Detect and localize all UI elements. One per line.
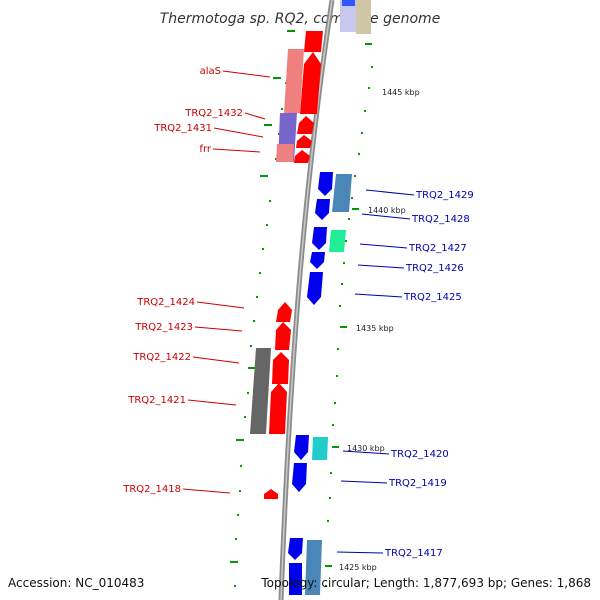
forward-cds [289, 563, 302, 595]
reverse-leader-lines [182, 70, 271, 494]
forward-cds-features [288, 172, 333, 595]
reverse-cds [275, 322, 291, 350]
reverse-cds [296, 135, 312, 148]
map-title: Thermotoga sp. RQ2, complete genome [160, 11, 441, 27]
reverse-cds [294, 150, 310, 163]
reverse-cds [276, 302, 292, 322]
reverse-gene-labels: alaS TRQ2_1432 TRQ2_1431 frr TRQ2_1424 T… [122, 66, 243, 495]
gene-label-trq2-1431: TRQ2_1431 [153, 123, 212, 134]
reverse-cds [269, 383, 287, 434]
gene-bar [276, 144, 294, 162]
gene-label-trq2-1417: TRQ2_1417 [384, 548, 443, 559]
accession-text: Accession: NC_010483 [8, 576, 144, 590]
gene-label-trq2-1426: TRQ2_1426 [405, 263, 464, 274]
tick-label-1435: 1435 kbp [356, 324, 394, 333]
topology-text: Topology: circular; Length: 1,877,693 bp… [260, 576, 591, 590]
gene-bar [284, 49, 304, 113]
reverse-cds [272, 352, 289, 384]
gene-label-trq2-1425: TRQ2_1425 [403, 292, 462, 303]
tick-marks [230, 30, 372, 567]
gene-bar [250, 348, 271, 434]
gene-bar [332, 174, 352, 212]
gene-label-trq2-1421: TRQ2_1421 [127, 395, 186, 406]
gene-label-trq2-1419: TRQ2_1419 [388, 478, 447, 489]
outer-scale-ring [325, 66, 373, 587]
reverse-cds [300, 52, 321, 114]
gene-label-trq2-1424: TRQ2_1424 [136, 297, 195, 308]
tick-label-1440: 1440 kbp [368, 206, 406, 215]
forward-leader-lines [336, 189, 415, 554]
forward-cds [315, 199, 330, 220]
forward-cds [288, 538, 303, 560]
gene-label-trq2-1418: TRQ2_1418 [122, 484, 181, 495]
forward-cds [294, 435, 309, 460]
gene-label-trq2-1429: TRQ2_1429 [415, 190, 474, 201]
forward-gene-labels: TRQ2_1429 TRQ2_1428 TRQ2_1427 TRQ2_1426 … [384, 190, 474, 559]
gene-label-trq2-1427: TRQ2_1427 [408, 243, 467, 254]
gene-label-trq2-1432: TRQ2_1432 [184, 108, 243, 119]
reverse-gene-bars [250, 49, 304, 434]
forward-cds [292, 463, 307, 492]
reverse-cds [297, 116, 314, 134]
forward-cds [310, 252, 325, 269]
gene-label-trq2-1420: TRQ2_1420 [390, 449, 449, 460]
top-edge-features [340, 0, 371, 34]
gene-label-trq2-1423: TRQ2_1423 [134, 322, 193, 333]
gene-bar [312, 437, 328, 460]
gene-bar [329, 230, 346, 252]
tick-label-1445: 1445 kbp [382, 88, 420, 97]
gene-label-alaS: alaS [200, 66, 221, 77]
reverse-cds [264, 489, 278, 499]
forward-gene-bars [305, 174, 352, 595]
gene-label-trq2-1422: TRQ2_1422 [132, 352, 191, 363]
forward-cds [312, 227, 327, 250]
forward-cds [307, 272, 323, 305]
reverse-cds [304, 31, 323, 52]
tick-label-1425: 1425 kbp [339, 563, 377, 572]
forward-cds [318, 172, 333, 196]
gene-label-trq2-1428: TRQ2_1428 [411, 214, 470, 225]
gene-bar [305, 540, 322, 595]
gene-label-frr: frr [199, 144, 211, 155]
genome-backbone-highlight [280, 0, 333, 600]
tick-label-1430: 1430 kbp [347, 444, 385, 453]
inner-scale-ring [234, 55, 291, 587]
reverse-cds-features [264, 31, 323, 499]
